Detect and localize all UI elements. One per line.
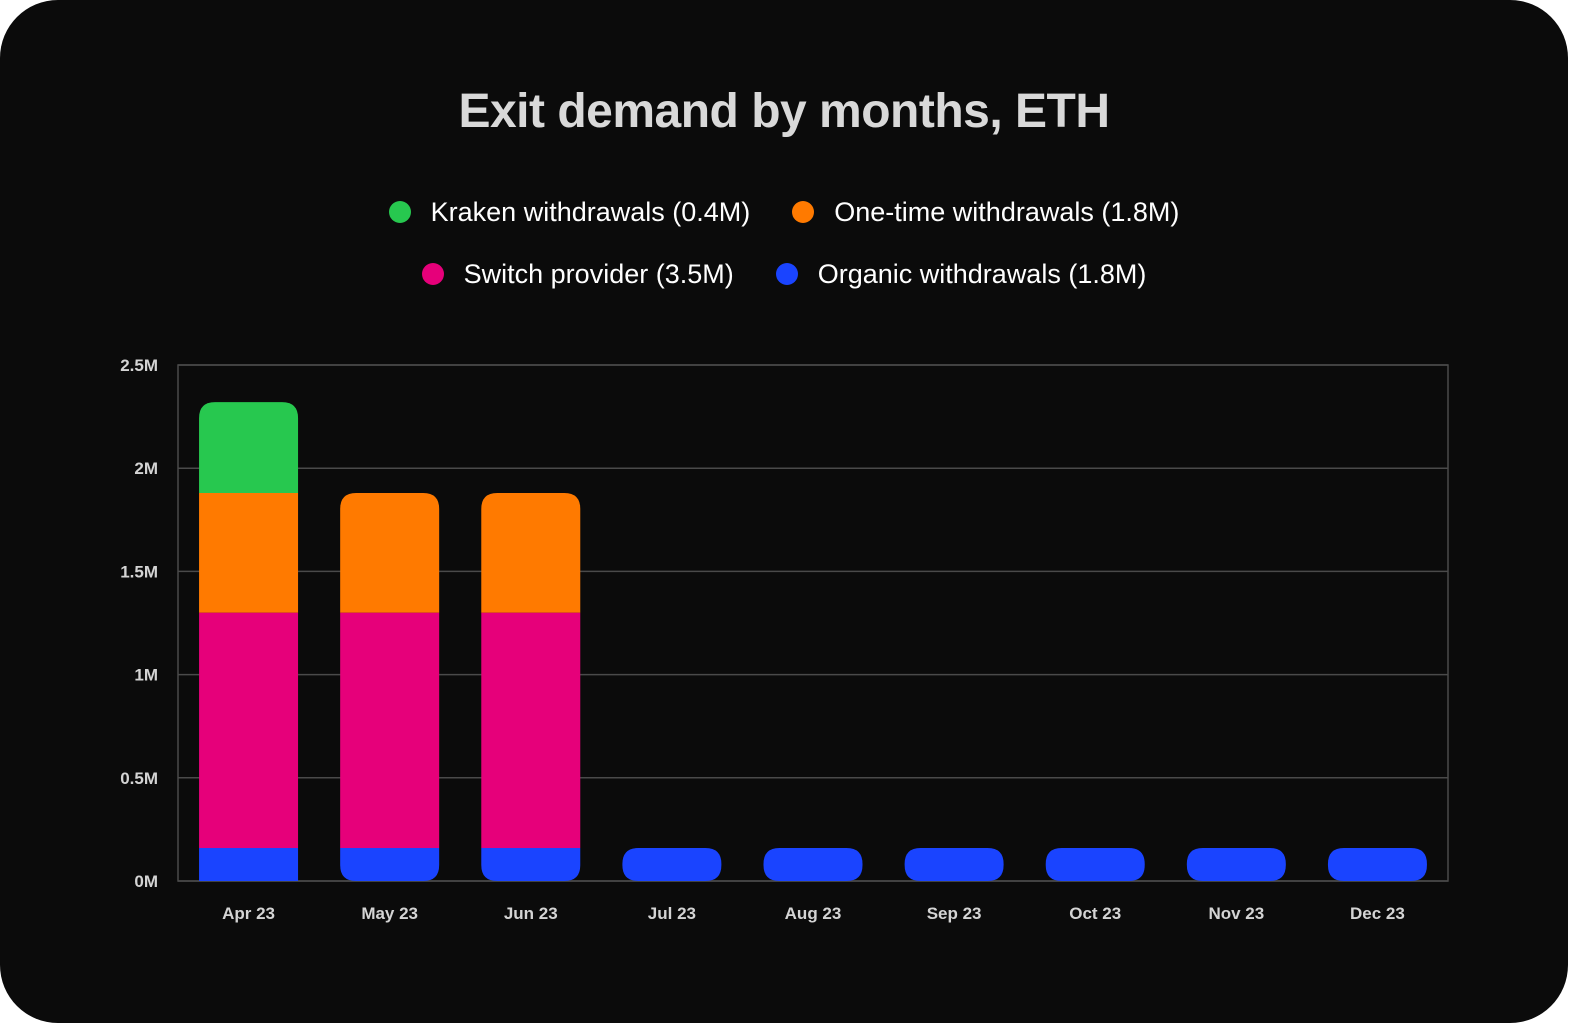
x-tick-label: Dec 23 <box>1350 904 1405 923</box>
y-tick-label: 1M <box>134 666 158 685</box>
bar-segment-nov-23 <box>1186 847 1286 881</box>
chart-title: Exit demand by months, ETH <box>458 85 1110 138</box>
x-tick-label: Aug 23 <box>785 904 842 923</box>
legend-swatch-kraken <box>388 201 411 223</box>
legend-label-kraken: Kraken withdrawals (0.4M) <box>430 196 751 227</box>
bar-segment-aug-23 <box>763 847 863 881</box>
x-tick-label: Apr 23 <box>222 904 275 923</box>
bar-segment-sep-23 <box>904 847 1004 881</box>
legend-row-2: Switch provider (3.5M) Organic withdrawa… <box>0 257 1568 291</box>
bar-segment-apr-23 <box>199 402 299 493</box>
legend-swatch-organic <box>775 263 798 285</box>
bar-segment-apr-23 <box>199 847 299 881</box>
legend-row-1: Kraken withdrawals (0.4M) One-time withd… <box>0 195 1568 229</box>
bar-segment-jul-23 <box>622 847 722 881</box>
y-tick-label: 2.5M <box>120 356 158 375</box>
bar-segment-jun-23 <box>481 492 581 613</box>
legend-label-organic: Organic withdrawals (1.8M) <box>817 258 1147 289</box>
legend-swatch-switch-provider <box>421 263 444 285</box>
bar-segment-oct-23 <box>1045 847 1145 881</box>
bar-segment-may-23 <box>340 847 440 881</box>
x-tick-label: Jun 23 <box>504 904 558 923</box>
bar-segment-apr-23 <box>199 612 299 848</box>
bar-segment-apr-23 <box>199 492 299 613</box>
legend-label-one-time: One-time withdrawals (1.8M) <box>834 196 1180 227</box>
bar-segment-dec-23 <box>1327 847 1427 881</box>
bar-segment-jun-23 <box>481 847 581 881</box>
x-tick-label: Oct 23 <box>1069 904 1121 923</box>
x-tick-label: Nov 23 <box>1208 904 1264 923</box>
bar-segment-jun-23 <box>481 612 581 848</box>
bar-segment-may-23 <box>340 492 440 613</box>
y-tick-label: 2M <box>134 459 158 478</box>
y-tick-label: 0M <box>134 872 158 891</box>
legend-item-organic: Organic withdrawals (1.8M) <box>775 257 1147 291</box>
legend-label-switch-provider: Switch provider (3.5M) <box>463 258 734 289</box>
legend-item-one-time: One-time withdrawals (1.8M) <box>792 195 1179 229</box>
x-tick-label: Sep 23 <box>927 904 982 923</box>
y-tick-label: 1.5M <box>120 562 158 581</box>
legend-swatch-one-time <box>792 201 815 223</box>
legend-item-switch-provider: Switch provider (3.5M) <box>421 257 734 291</box>
y-tick-label: 0.5M <box>120 769 158 788</box>
x-tick-label: May 23 <box>361 904 418 923</box>
bar-segment-may-23 <box>340 612 440 848</box>
x-tick-label: Jul 23 <box>648 904 696 923</box>
legend-item-kraken: Kraken withdrawals (0.4M) <box>388 195 751 229</box>
